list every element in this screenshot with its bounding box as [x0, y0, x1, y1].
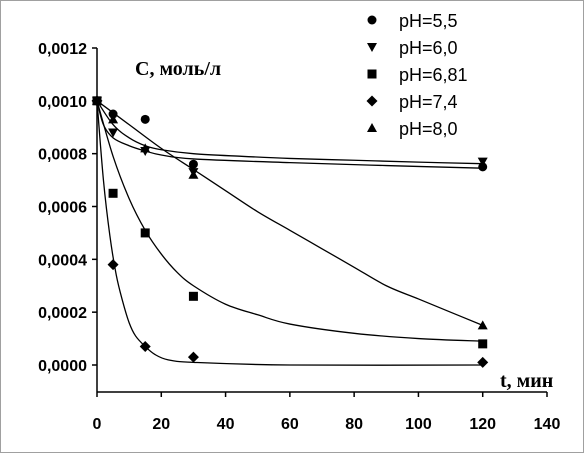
legend-label-2: pH=6,0 [399, 38, 458, 58]
data-point-series-3 [188, 291, 198, 301]
data-point-series-3 [140, 228, 150, 238]
legend: pH=5,5 pH=6,0 pH=6,81 pH=7,4 pH=8,0 [366, 11, 468, 139]
data-point-series-2 [477, 157, 488, 167]
legend-marker-5 [367, 123, 377, 132]
y-tick-label: 0,0008 [38, 147, 87, 164]
data-point-series-1 [140, 114, 150, 124]
x-tick-label: 80 [345, 416, 363, 433]
data-point-series-1 [478, 162, 488, 172]
legend-label-4: pH=7,4 [399, 92, 458, 112]
data-point-series-5 [92, 95, 102, 105]
fit-curve-4 [96, 100, 483, 366]
legend-label-1: pH=5,5 [399, 11, 458, 31]
data-point-series-4 [187, 351, 199, 363]
fit-curve-1 [96, 100, 483, 165]
x-tick-label: 120 [469, 416, 496, 433]
y-tick-label: 0,0000 [38, 358, 87, 375]
data-point-series-1 [188, 159, 198, 169]
x-axis-label: t, мин [500, 370, 553, 392]
legend-label-5: pH=8,0 [399, 119, 458, 139]
data-point-series-5 [140, 143, 151, 153]
data-point-series-4 [139, 341, 151, 353]
data-point-series-4 [107, 259, 119, 271]
y-tick-label: 0,0012 [38, 41, 87, 58]
legend-marker-1 [367, 15, 377, 25]
data-point-series-5 [108, 114, 119, 124]
data-point-series-2 [108, 128, 119, 138]
legend-marker-2 [367, 43, 377, 52]
y-tick-label: 0,0010 [38, 94, 87, 111]
x-tick-label: 20 [152, 416, 170, 433]
data-point-series-5 [188, 169, 199, 179]
x-tick-label: 140 [534, 416, 561, 433]
data-points [91, 95, 489, 368]
x-tick-label: 0 [93, 416, 102, 433]
legend-label-3: pH=6,81 [399, 65, 468, 85]
y-tick-label: 0,0004 [38, 252, 87, 269]
legend-marker-3 [367, 69, 377, 79]
x-tick-label: 40 [217, 416, 235, 433]
fit-curve-5 [96, 100, 483, 326]
y-axis-label: С, моль/л [135, 58, 221, 80]
tick-labels: 0 20 40 60 80 100 120 140 0,0000 0,0002 0,0004 0,00… [38, 41, 560, 433]
fit-curves [96, 100, 483, 366]
axes [92, 47, 548, 397]
data-point-series-3 [478, 339, 488, 349]
data-point-series-5 [477, 320, 488, 330]
y-tick-label: 0,0006 [38, 200, 87, 217]
data-point-series-4 [477, 356, 489, 368]
x-tick-label: 60 [281, 416, 299, 433]
fit-curve-2 [96, 100, 483, 169]
y-tick-label: 0,0002 [38, 305, 87, 322]
data-point-series-3 [108, 188, 118, 198]
fit-curve-3 [96, 100, 483, 342]
data-point-series-1 [108, 109, 118, 119]
legend-marker-4 [366, 95, 378, 107]
x-tick-label: 100 [405, 416, 432, 433]
